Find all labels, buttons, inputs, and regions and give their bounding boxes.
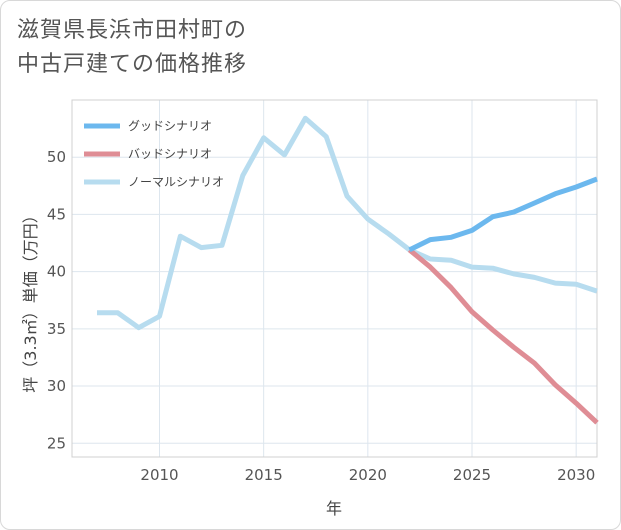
legend-label-2[interactable]: ノーマルシナリオ <box>128 175 224 189</box>
series-line-2 <box>97 115 598 331</box>
legend-label-1[interactable]: バッドシナリオ <box>128 147 212 161</box>
plot-area-border <box>71 99 598 458</box>
x-tick-label-2015: 2015 <box>245 466 283 484</box>
series-line-0 <box>408 176 598 253</box>
y-tick-label-35: 35 <box>47 320 66 338</box>
y-tick-label-25: 25 <box>47 434 66 452</box>
series-line-1 <box>407 247 599 425</box>
y-axis-label: 坪（3.3㎡）単価（万円） <box>21 207 40 392</box>
chart-title-line1: 滋賀県長浜市田村町の <box>17 18 248 43</box>
chart-title-line2: 中古戸建ての価格推移 <box>17 52 248 77</box>
legend-label-0[interactable]: グッドシナリオ <box>128 119 212 133</box>
y-tick-label-45: 45 <box>47 205 66 223</box>
x-tick-label-2010: 2010 <box>140 466 178 484</box>
x-axis-ticks: 2010 2015 2020 2025 2030 <box>140 466 595 484</box>
y-tick-label-40: 40 <box>47 263 66 281</box>
x-tick-label-2020: 2020 <box>349 466 387 484</box>
series-lines <box>97 115 599 425</box>
x-tick-label-2025: 2025 <box>453 466 491 484</box>
y-tick-label-30: 30 <box>47 377 66 395</box>
chart-title: 滋賀県長浜市田村町の 中古戸建ての価格推移 <box>17 14 247 82</box>
x-axis-label: 年 <box>326 499 342 518</box>
y-axis-ticks: 25 30 35 40 45 50 <box>47 148 66 452</box>
y-tick-label-50: 50 <box>47 148 66 166</box>
x-tick-label-2030: 2030 <box>557 466 595 484</box>
